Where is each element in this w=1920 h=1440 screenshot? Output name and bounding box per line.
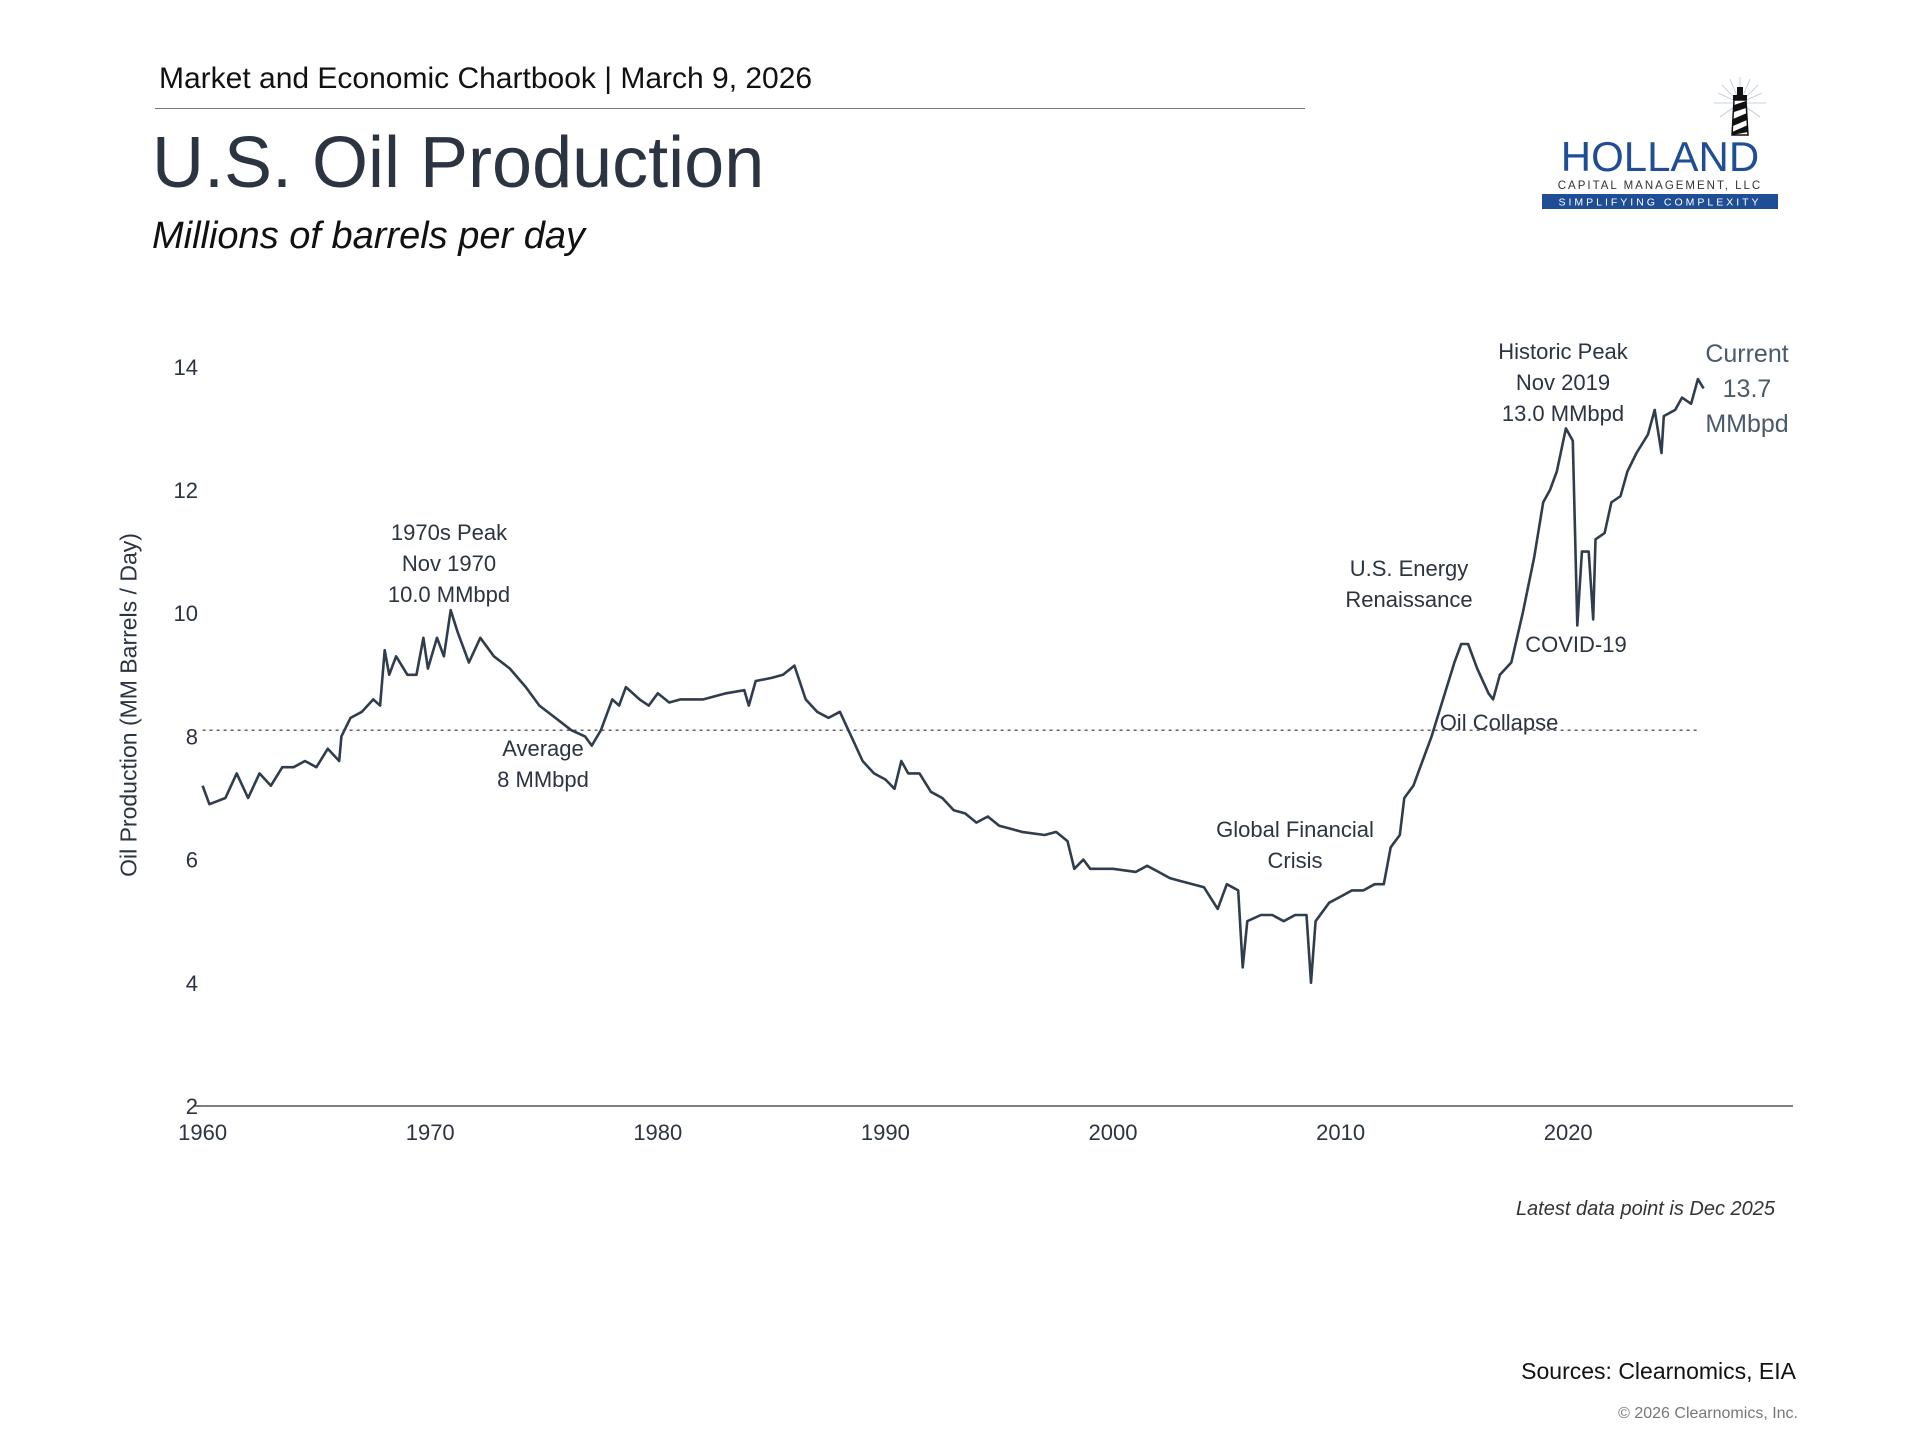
annotation-line: MMbpd — [1705, 410, 1789, 438]
annotation-oil-collapse: Oil Collapse — [1439, 710, 1559, 735]
lighthouse-icon — [1714, 77, 1766, 136]
x-tick-label: 1960 — [178, 1120, 227, 1145]
holland-logo: HOLLAND CAPITAL MANAGEMENT, LLC SIMPLIFY… — [1542, 77, 1778, 209]
chartbook-header: Market and Economic Chartbook | March 9,… — [159, 62, 813, 95]
x-tick-label: 2010 — [1316, 1120, 1365, 1145]
annotation-line: 8 MMbpd — [497, 767, 589, 792]
x-tick-label: 1990 — [861, 1120, 910, 1145]
y-tick-label: 14 — [174, 355, 198, 380]
annotation-line: Renaissance — [1345, 587, 1473, 612]
y-tick-label: 6 — [186, 848, 198, 873]
annotation-current: Current 13.7 MMbpd — [1705, 337, 1788, 442]
annotation-covid: COVID-19 — [1525, 632, 1627, 657]
page-title: U.S. Oil Production — [152, 123, 765, 203]
logo-name: HOLLAND — [1561, 133, 1759, 180]
annotation-line: 10.0 MMbpd — [387, 582, 511, 607]
annotation-1970-peak: 1970s Peak Nov 1970 10.0 MMbpd — [388, 517, 510, 610]
y-tick-label: 10 — [174, 601, 198, 626]
annotation-average: Average 8 MMbpd — [497, 733, 589, 795]
annotation-line: Crisis — [1267, 848, 1323, 873]
annotation-gfc: Global Financial Crisis — [1216, 814, 1374, 876]
annotation-line: Nov 1970 — [401, 551, 497, 576]
latest-data-note: Latest data point is Dec 2025 — [1515, 1198, 1775, 1220]
y-tick-label: 8 — [186, 724, 198, 749]
page-subtitle: Millions of barrels per day — [152, 215, 585, 257]
annotation-line: 1970s Peak — [390, 520, 508, 545]
logo-line2: CAPITAL MANAGEMENT, LLC — [1558, 180, 1762, 192]
x-tick-label: 2020 — [1544, 1120, 1593, 1145]
y-axis-ticks: 2 4 6 8 10 12 14 — [174, 355, 203, 1119]
annotation-2019-peak: Historic Peak Nov 2019 13.0 MMbpd — [1498, 336, 1628, 429]
annotation-line: U.S. Energy — [1349, 556, 1469, 581]
x-tick-label: 1970 — [406, 1120, 455, 1145]
sources-note: Sources: Clearnomics, EIA — [1521, 1358, 1796, 1384]
y-tick-label: 4 — [186, 971, 198, 996]
y-tick-label: 2 — [186, 1094, 198, 1119]
y-tick-label: 12 — [174, 478, 198, 503]
annotation-line: Current — [1705, 340, 1789, 368]
x-axis-ticks: 1960 1970 1980 1990 2000 2010 2020 — [178, 1120, 1593, 1145]
annotation-line: Historic Peak — [1498, 339, 1628, 364]
annotation-line: Global Financial — [1216, 817, 1374, 842]
annotation-line: 13.7 — [1722, 375, 1772, 403]
annotation-line: Average — [502, 736, 584, 761]
annotation-line: 13.0 MMbpd — [1501, 401, 1625, 426]
x-tick-label: 2000 — [1089, 1120, 1138, 1145]
annotation-renaissance: U.S. Energy Renaissance — [1345, 553, 1472, 615]
production-line — [201, 377, 1705, 985]
copyright: © 2026 Clearnomics, Inc. — [1618, 1405, 1798, 1422]
annotation-line: Nov 2019 — [1515, 370, 1611, 395]
logo-tagline: SIMPLIFYING COMPLEXITY — [1558, 197, 1761, 209]
header-divider — [155, 108, 1305, 109]
x-tick-label: 1980 — [633, 1120, 682, 1145]
